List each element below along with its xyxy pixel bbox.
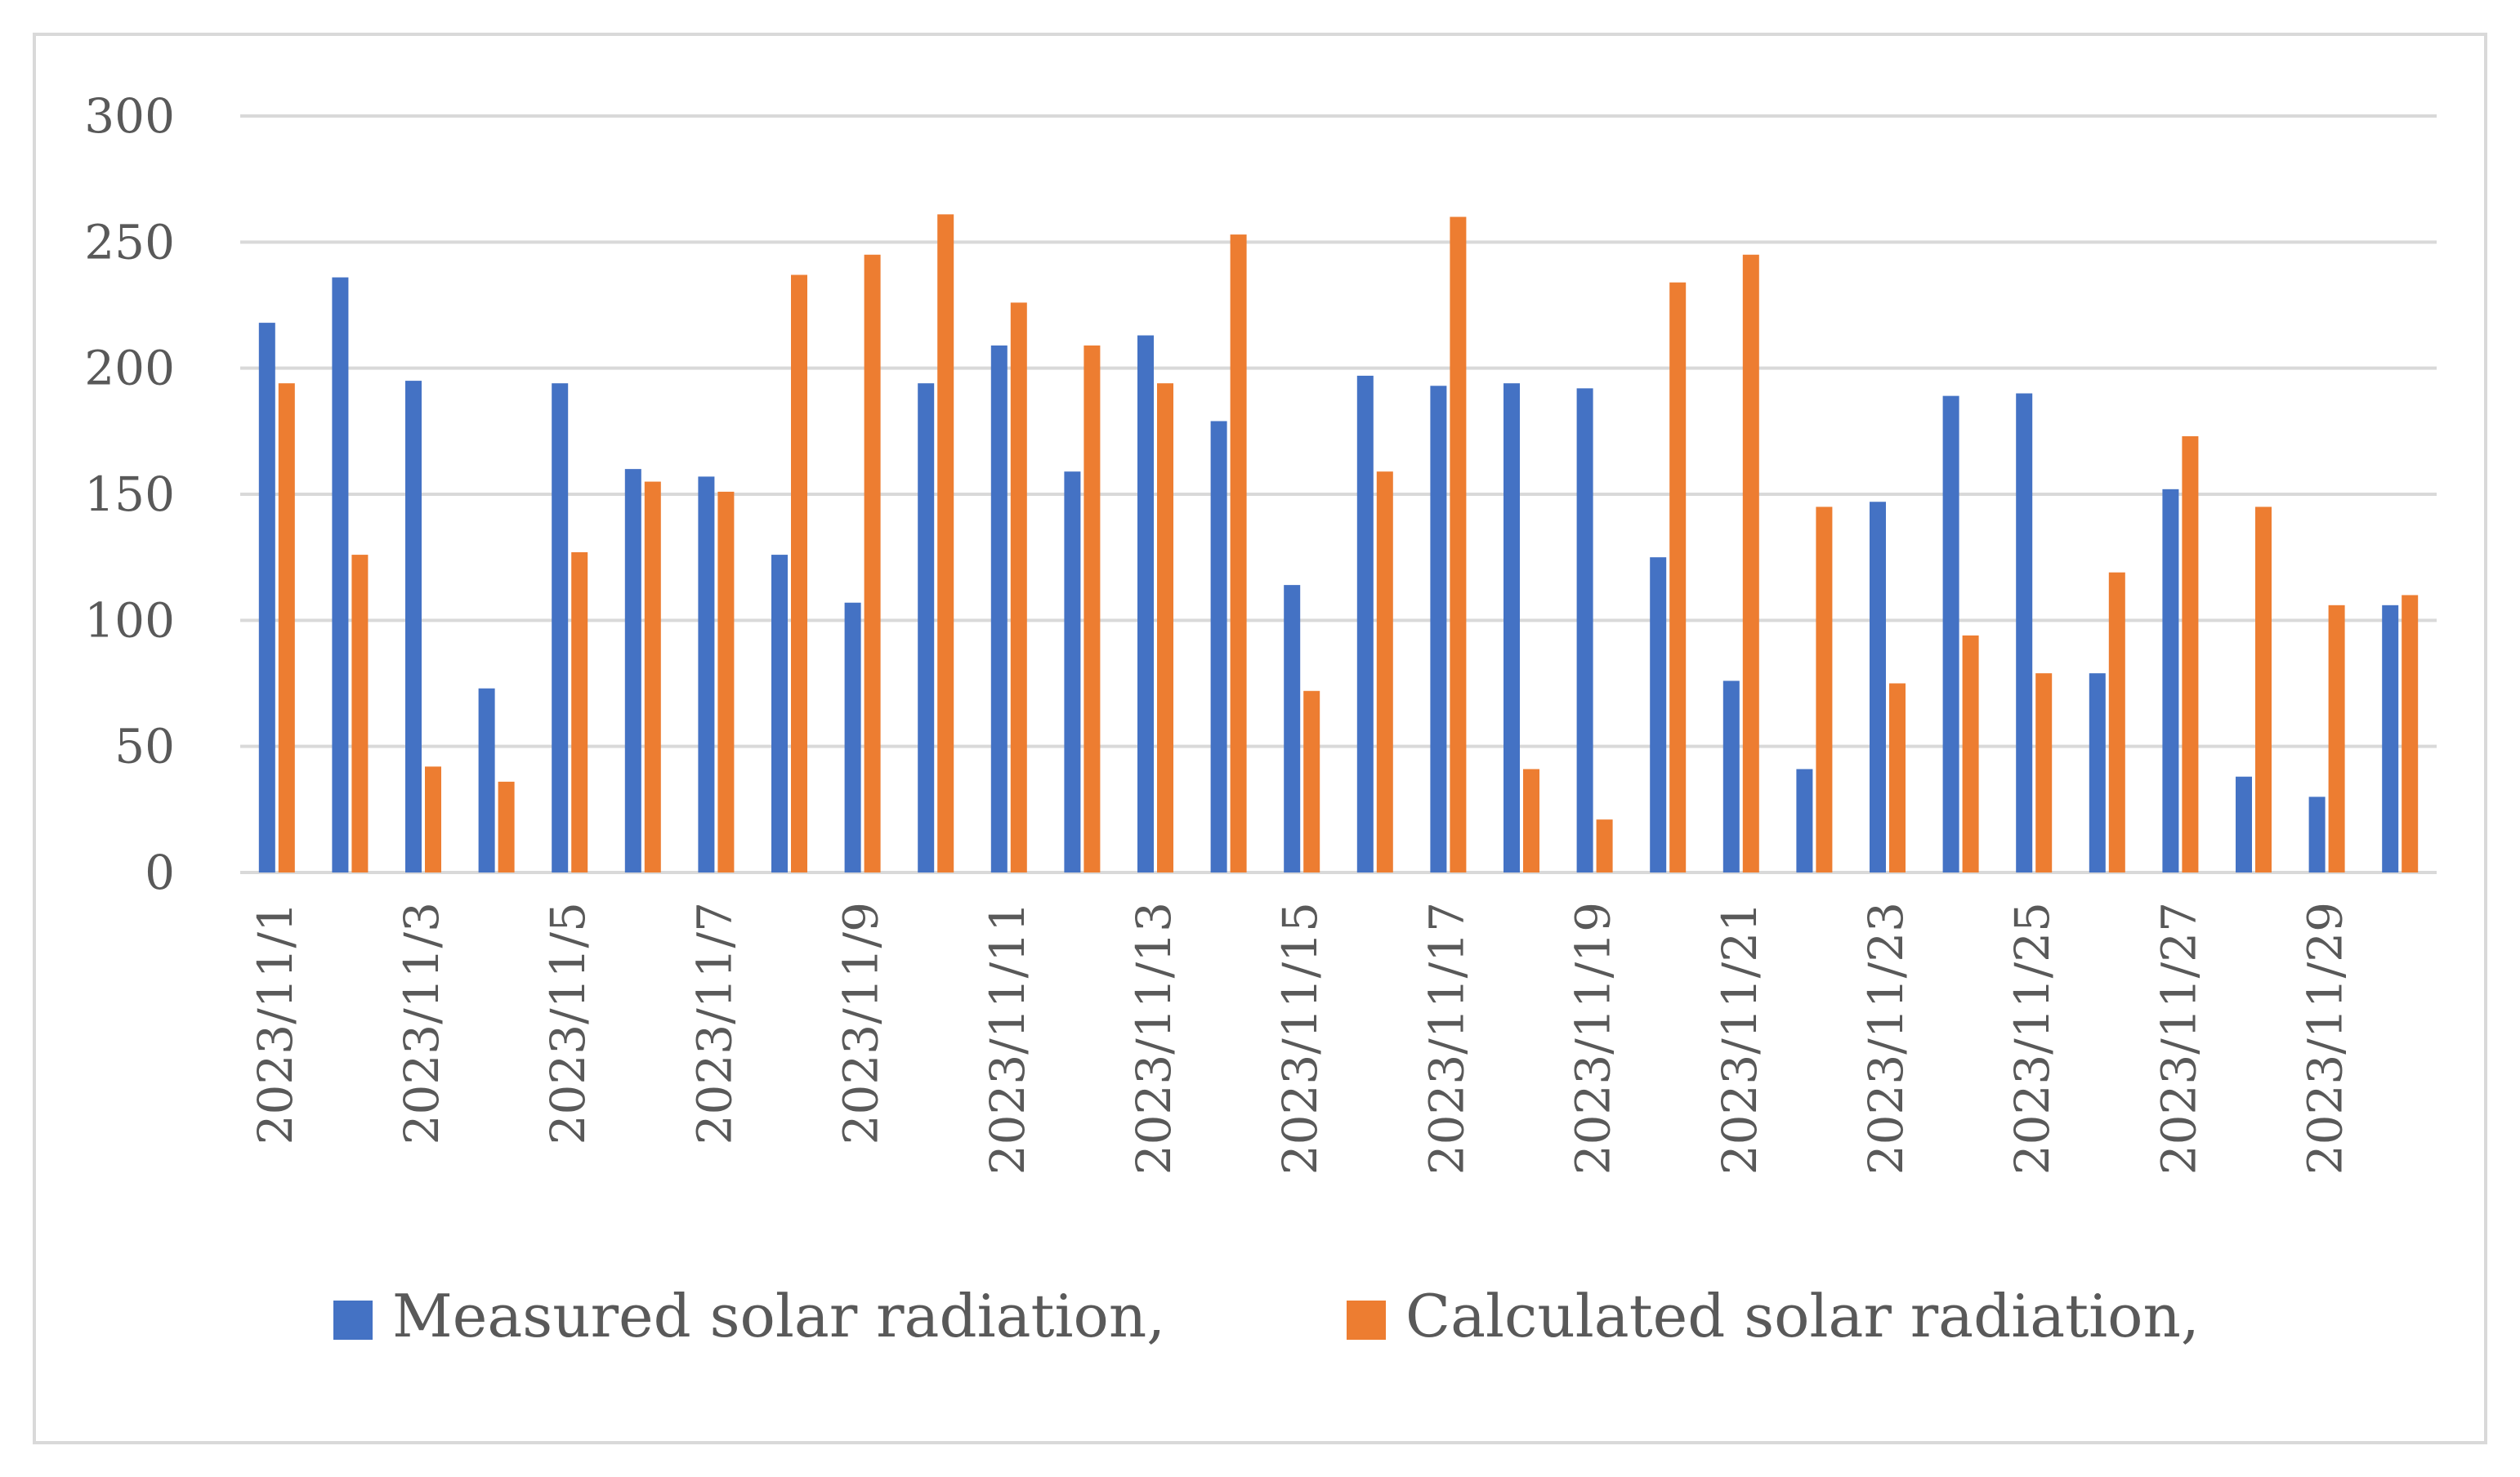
bar-measured: 2023/11/22: 41 <box>1796 769 1813 872</box>
bar-calculated: 2023/11/9: 245 <box>864 254 881 872</box>
x-tick-label: 2023/11/29 <box>2298 902 2353 1175</box>
x-tick-label: 2023/11/3 <box>394 902 449 1145</box>
bar-calculated: 2023/11/19: 21 <box>1596 819 1613 872</box>
x-tick-label: 2023/11/9 <box>833 902 889 1145</box>
bar-measured: 2023/11/16: 197 <box>1356 375 1374 873</box>
x-tick-label: 2023/11/15 <box>1272 902 1328 1175</box>
bar-measured: 2023/11/10: 194 <box>918 383 935 873</box>
bar-calculated: 2023/11/27: 173 <box>2182 436 2199 872</box>
bar-measured: 2023/11/25: 190 <box>2016 393 2033 872</box>
bar-calculated: 2023/11/30: 110 <box>2402 595 2419 872</box>
bars: 2023/11/1: 2182023/11/1: 194 2023/11/2: 2… <box>258 214 2419 873</box>
bar-measured: 2023/11/13: 213 <box>1137 335 1154 872</box>
x-tick-label: 2023/11/13 <box>1126 902 1182 1175</box>
legend-label-calculated: Calculated solar radiation, <box>1405 1282 2200 1350</box>
bar-measured: 2023/11/8: 126 <box>771 555 788 872</box>
legend-swatch-measured <box>333 1301 373 1340</box>
gridlines <box>240 114 2437 874</box>
bar-measured: 2023/11/2: 236 <box>332 277 349 873</box>
bar-calculated: 2023/11/3: 42 <box>425 766 441 872</box>
y-tick-label: 50 <box>114 719 175 774</box>
bar-calculated: 2023/11/15: 72 <box>1303 690 1320 872</box>
x-tick-label: 2023/11/11 <box>980 902 1035 1175</box>
bar-measured: 2023/11/21: 76 <box>1722 680 1740 872</box>
bar-calculated: 2023/11/17: 260 <box>1450 216 1467 872</box>
bar-calculated: 2023/11/16: 159 <box>1376 471 1393 872</box>
bar-calculated: 2023/11/11: 226 <box>1010 302 1027 872</box>
bar-measured: 2023/11/26: 79 <box>2089 673 2106 872</box>
bar-measured: 2023/11/17: 193 <box>1430 386 1447 873</box>
bar-calculated: 2023/11/8: 237 <box>791 274 807 873</box>
bar-measured: 2023/11/29: 30 <box>2308 797 2326 872</box>
y-tick-label: 200 <box>84 341 175 396</box>
y-axis-ticks: 0 50 100 150 200 250 300 <box>84 88 175 900</box>
bar-measured: 2023/11/5: 194 <box>552 383 569 873</box>
bar-calculated: 2023/11/22: 145 <box>1816 506 1833 872</box>
legend: Measured solar radiation, Calculated sola… <box>333 1282 2200 1350</box>
bar-calculated: 2023/11/18: 41 <box>1523 769 1539 872</box>
bar-measured: 2023/11/12: 159 <box>1064 471 1081 872</box>
bar-calculated: 2023/11/2: 126 <box>351 555 369 872</box>
bar-calculated: 2023/11/21: 245 <box>1742 254 1759 872</box>
x-tick-label: 2023/11/17 <box>1419 902 1474 1175</box>
bar-measured: 2023/11/28: 38 <box>2236 776 2252 872</box>
bar-measured: 2023/11/7: 157 <box>698 476 715 872</box>
bar-calculated: 2023/11/14: 253 <box>1230 234 1247 872</box>
bar-measured: 2023/11/6: 160 <box>624 469 641 872</box>
bar-calculated: 2023/11/20: 234 <box>1669 282 1687 873</box>
bar-calculated: 2023/11/6: 155 <box>644 481 661 872</box>
y-tick-label: 300 <box>84 88 175 144</box>
bar-measured: 2023/11/3: 195 <box>405 381 422 873</box>
bar-measured: 2023/11/18: 194 <box>1504 383 1520 873</box>
bar-measured: 2023/11/27: 152 <box>2162 489 2179 872</box>
bar-calculated: 2023/11/5: 127 <box>571 551 588 872</box>
x-tick-label: 2023/11/7 <box>686 902 742 1145</box>
bar-calculated: 2023/11/7: 151 <box>717 491 735 872</box>
bar-calculated: 2023/11/25: 79 <box>2035 673 2053 872</box>
bar-measured: 2023/11/11: 209 <box>990 345 1008 872</box>
bar-calculated: 2023/11/4: 36 <box>498 781 515 872</box>
legend-swatch-calculated <box>1347 1301 1386 1340</box>
bar-calculated: 2023/11/24: 94 <box>1962 635 1979 872</box>
bar-measured: 2023/11/23: 147 <box>1870 502 1886 872</box>
bar-measured: 2023/11/24: 189 <box>1942 395 1959 872</box>
bar-calculated: 2023/11/10: 261 <box>937 214 954 872</box>
y-tick-label: 0 <box>145 845 175 900</box>
y-tick-label: 100 <box>84 592 175 648</box>
bar-measured: 2023/11/14: 179 <box>1210 421 1227 872</box>
bar-measured: 2023/11/9: 107 <box>844 602 861 872</box>
bar-calculated: 2023/11/28: 145 <box>2255 506 2272 872</box>
x-axis-ticks: 2023/11/1 2023/11/3 2023/11/5 2023/11/7 2023… <box>248 902 2353 1175</box>
bar-measured: 2023/11/20: 125 <box>1650 557 1667 872</box>
bar-measured: 2023/11/30: 106 <box>2382 605 2399 872</box>
x-tick-label: 2023/11/1 <box>248 902 303 1145</box>
bar-measured: 2023/11/15: 114 <box>1284 585 1301 872</box>
x-tick-label: 2023/11/25 <box>2004 902 2060 1175</box>
bar-measured: 2023/11/19: 192 <box>1576 388 1593 872</box>
bar-calculated: 2023/11/23: 75 <box>1889 683 1906 872</box>
bar-calculated: 2023/11/29: 106 <box>2328 605 2345 872</box>
x-tick-label: 2023/11/5 <box>540 902 596 1145</box>
bar-calculated: 2023/11/26: 119 <box>2108 572 2125 872</box>
bar-calculated: 2023/11/1: 194 <box>278 383 295 873</box>
y-tick-label: 150 <box>84 466 175 522</box>
legend-label-measured: Measured solar radiation, <box>392 1282 1165 1350</box>
x-tick-label: 2023/11/19 <box>1566 902 1621 1175</box>
bar-calculated: 2023/11/12: 209 <box>1084 345 1101 872</box>
x-tick-label: 2023/11/21 <box>1712 902 1767 1175</box>
bar-measured: 2023/11/4: 73 <box>478 688 495 872</box>
bar-calculated: 2023/11/13: 194 <box>1157 383 1173 873</box>
x-tick-label: 2023/11/27 <box>2151 902 2206 1175</box>
bar-measured: 2023/11/1: 218 <box>258 323 275 872</box>
y-tick-label: 250 <box>84 214 175 270</box>
x-tick-label: 2023/11/23 <box>1858 902 1914 1175</box>
